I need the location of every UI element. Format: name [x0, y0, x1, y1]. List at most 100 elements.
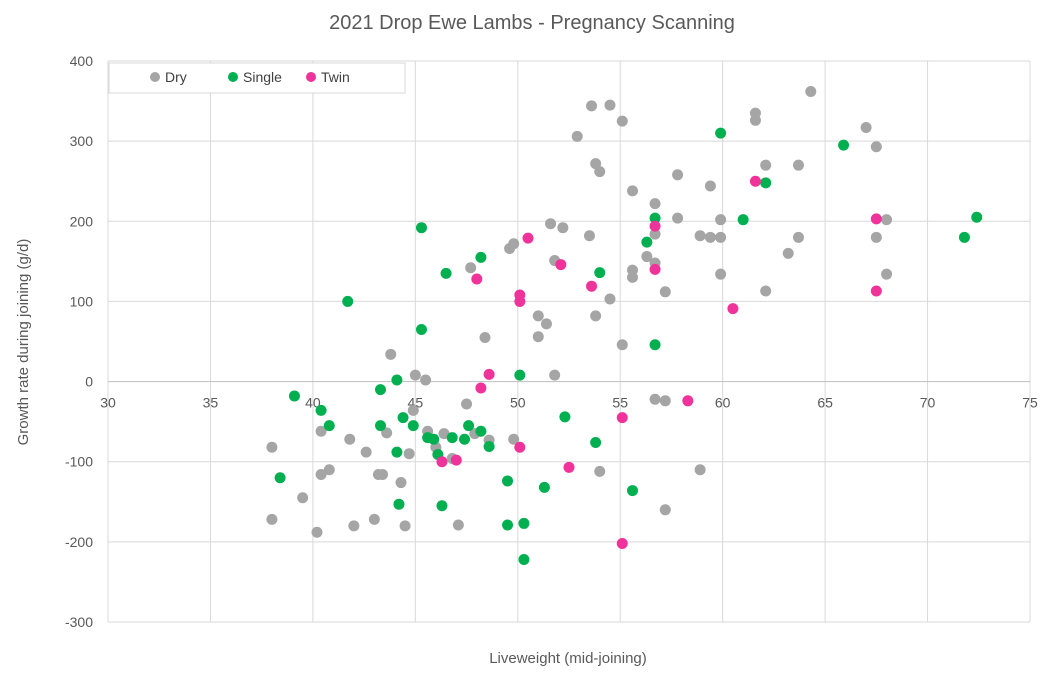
- single-point: [375, 420, 387, 432]
- single-point: [315, 404, 327, 416]
- single-point: [737, 214, 749, 226]
- single-point: [559, 411, 571, 423]
- y-axis-label: Growth rate during joining (g/d): [15, 239, 32, 446]
- dry-point: [479, 331, 491, 343]
- dry-point: [659, 395, 671, 407]
- twin-point: [586, 280, 598, 292]
- twin-point: [749, 175, 761, 187]
- dry-point: [659, 286, 671, 298]
- x-tick-label: 65: [817, 395, 833, 411]
- single-point: [641, 236, 653, 248]
- twin-point: [682, 395, 694, 407]
- dry-point: [694, 464, 706, 476]
- dry-point: [381, 427, 393, 439]
- legend-marker-twin: [306, 72, 316, 82]
- x-axis-label: Liveweight (mid-joining): [489, 650, 647, 667]
- dry-point: [465, 262, 477, 274]
- single-point: [475, 251, 487, 263]
- dry-point: [360, 446, 372, 458]
- twin-point: [475, 382, 487, 394]
- single-point: [391, 446, 403, 458]
- twin-point: [727, 303, 739, 315]
- dry-point: [672, 212, 684, 224]
- dry-point: [377, 469, 389, 481]
- x-tick-label: 55: [612, 395, 628, 411]
- x-tick-labels: 30 35 40 45 50 55 60 65 70 75: [100, 395, 1038, 411]
- gridlines: [107, 60, 1031, 623]
- twin-point: [616, 537, 628, 549]
- single-point: [518, 517, 530, 529]
- y-tick-label: 0: [85, 374, 93, 390]
- twin-point: [522, 232, 534, 244]
- single-point: [649, 212, 661, 224]
- twin-point: [555, 259, 567, 271]
- dry-point: [649, 393, 661, 405]
- dry-point: [532, 331, 544, 343]
- dry-point: [266, 513, 278, 525]
- single-point: [760, 177, 772, 189]
- legend-label-dry: Dry: [165, 69, 187, 85]
- dry-point: [409, 369, 421, 381]
- dry-point: [407, 404, 419, 416]
- y-tick-label: 400: [70, 53, 94, 69]
- dry-point: [571, 130, 583, 142]
- single-point: [649, 339, 661, 351]
- twin-point: [471, 273, 483, 285]
- dry-point: [715, 214, 727, 226]
- y-tick-label: 300: [70, 133, 94, 149]
- dry-point: [627, 185, 639, 197]
- dry-point: [403, 448, 415, 460]
- legend-items: Dry Single Twin: [150, 69, 350, 85]
- single-point: [502, 475, 514, 487]
- dry-point: [749, 114, 761, 126]
- single-point: [274, 472, 286, 484]
- dry-point: [532, 310, 544, 322]
- dry-point: [870, 231, 882, 243]
- single-point: [590, 436, 602, 448]
- x-tick-label: 75: [1022, 395, 1038, 411]
- dry-point: [604, 99, 616, 111]
- y-tick-label: -200: [65, 534, 93, 550]
- dry-point: [368, 513, 380, 525]
- single-point: [715, 127, 727, 139]
- single-point: [436, 500, 448, 512]
- single-point: [391, 374, 403, 386]
- legend-marker-dry: [150, 72, 160, 82]
- dry-point: [315, 469, 327, 481]
- dry-point: [344, 433, 356, 445]
- dry-point: [461, 398, 473, 410]
- single-point: [323, 420, 335, 432]
- single-point: [342, 295, 354, 307]
- single-point: [407, 420, 419, 432]
- dry-point: [760, 285, 772, 297]
- single-point: [463, 420, 475, 432]
- single-point: [288, 390, 300, 402]
- y-tick-label: -300: [65, 614, 93, 630]
- dry-point: [792, 159, 804, 171]
- dry-point: [399, 520, 411, 532]
- single-point: [475, 425, 487, 437]
- dry-point: [583, 230, 595, 242]
- dry-point: [627, 271, 639, 283]
- dry-point: [508, 433, 520, 445]
- single-point: [440, 267, 452, 279]
- dry-point: [594, 465, 606, 477]
- dry-point: [616, 339, 628, 351]
- single-point: [958, 231, 970, 243]
- dry-point: [881, 268, 893, 280]
- single-point: [397, 412, 409, 424]
- dry-point: [395, 477, 407, 489]
- dry-point: [649, 228, 661, 240]
- dry-point: [590, 310, 602, 322]
- single-point: [393, 498, 405, 510]
- single-point: [446, 432, 458, 444]
- twin-point: [436, 456, 448, 468]
- dry-point: [311, 526, 323, 538]
- chart-title: 2021 Drop Ewe Lambs - Pregnancy Scanning: [329, 12, 735, 34]
- single-point: [483, 440, 495, 452]
- twin-point: [450, 454, 462, 466]
- dry-point: [315, 425, 327, 437]
- dry-point: [348, 520, 360, 532]
- twin-point: [649, 220, 661, 232]
